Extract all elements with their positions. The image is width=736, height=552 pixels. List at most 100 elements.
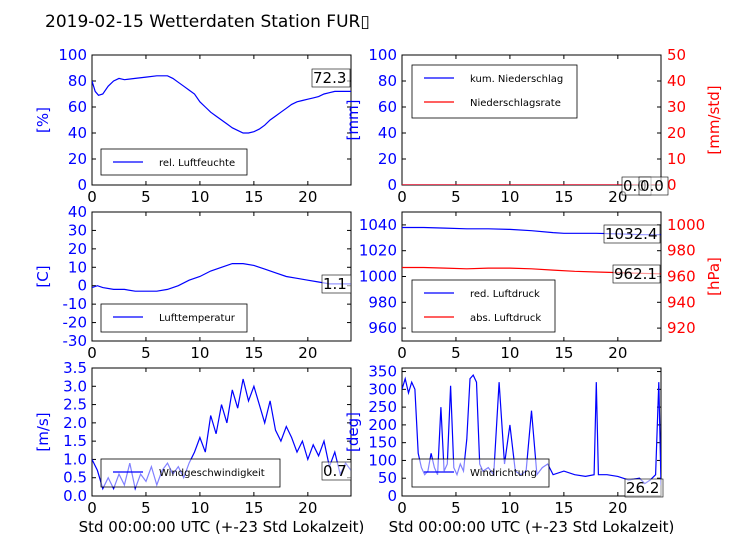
x-tick-label: 10 — [190, 344, 209, 362]
value-annotation: 1.1 — [323, 275, 347, 293]
x-axis-label: Std 00:00:00 UTC (+-23 Std Lokalzeit) — [389, 518, 675, 536]
legend-box — [100, 148, 248, 176]
y-tick-label: 0 — [77, 277, 87, 295]
x-tick-label: 5 — [141, 499, 151, 517]
value-annotation-box — [612, 264, 661, 284]
value-annotation: 72.3 — [313, 69, 346, 87]
y-tick-label: 3.5 — [63, 359, 87, 377]
y-tick-label: 2.5 — [63, 396, 87, 414]
y-tick-label: 300 — [368, 380, 397, 398]
y-tick-label: 200 — [368, 416, 397, 434]
y-tick-label: 20 — [68, 240, 87, 258]
y2-tick-label: 40 — [667, 72, 686, 90]
legend-entry: Windrichtung — [470, 468, 537, 479]
chart-windspeed: 0 5 10 15 20 0.00.51.01.52.02.53.03.5 [m/s] Std… — [34, 359, 364, 536]
y-tick-label: 20 — [68, 150, 87, 168]
series-line-windgeschwindigkeit — [92, 378, 351, 491]
y2-tick-label: 940 — [667, 293, 696, 311]
x-tick-label: 0 — [87, 499, 97, 517]
x-axis-label: Std 00:00:00 UTC (+-23 Std Lokalzeit) — [79, 518, 365, 536]
y-tick-label: -30 — [63, 332, 88, 350]
x-tick-label: 0 — [87, 188, 97, 206]
y-tick-label: 0 — [387, 487, 397, 505]
x-tick-label: 20 — [298, 344, 317, 362]
x-tick-label: 5 — [451, 344, 461, 362]
y-tick-label: 2.0 — [63, 414, 87, 432]
value-annotation: 0.7 — [323, 462, 347, 480]
y-tick-label: -10 — [63, 295, 88, 313]
y-axis-label: [%] — [34, 107, 52, 133]
y2-tick-label: 50 — [667, 46, 686, 64]
y-tick-label: 60 — [378, 98, 397, 116]
x-tick-label: 15 — [244, 344, 263, 362]
y-tick-label: 1000 — [359, 268, 397, 286]
x-tick-label: 10 — [190, 188, 209, 206]
x-tick-label: 10 — [190, 499, 209, 517]
x-tick-label: 15 — [554, 499, 573, 517]
chart-pressure: 0 5 10 15 20 960 980 1000 1020 1040 920 940 960 980 10… — [359, 211, 723, 362]
legend-box — [411, 458, 550, 488]
y2-tick-label: 1000 — [667, 216, 705, 234]
x-tick-label: 5 — [141, 344, 151, 362]
y-tick-label: 0 — [77, 176, 87, 194]
figure-title: 2019-02-15 Wetterdaten Station FUR▯ — [45, 12, 370, 32]
x-tick-label: 5 — [451, 499, 461, 517]
series-line-rel-luftfeuchte — [92, 75, 351, 134]
x-tick-label: 20 — [298, 188, 317, 206]
y2-tick-label: 30 — [667, 98, 686, 116]
y-tick-label: 100 — [58, 46, 87, 64]
value-annotation: 1032.4 — [605, 225, 658, 243]
x-tick-label: 20 — [608, 344, 627, 362]
y-axis-label: [deg] — [344, 412, 362, 452]
legend-box — [411, 279, 556, 333]
x-tick-label: 0 — [397, 499, 407, 517]
y-tick-label: 350 — [368, 363, 397, 381]
y-tick-label: 80 — [68, 72, 87, 90]
x-tick-label: 10 — [500, 188, 519, 206]
chart-humidity: 0 5 10 15 20 0 20 40 60 80 100 [%] rel. Luftfeuchte 7… — [34, 46, 352, 206]
x-tick-label: 10 — [500, 344, 519, 362]
value-annotation-box — [624, 478, 664, 498]
legend-box — [100, 303, 248, 333]
y-tick-label: 80 — [378, 72, 397, 90]
legend-entry: Windgeschwindigkeit — [159, 468, 265, 479]
y-tick-label: 100 — [368, 451, 397, 469]
x-tick-label: 5 — [451, 188, 461, 206]
x-tick-label: 15 — [244, 188, 263, 206]
y2-tick-label: 20 — [667, 124, 686, 142]
y-tick-label: 40 — [68, 124, 87, 142]
y2-axis-label: [mm/std] — [705, 85, 723, 154]
legend-box — [411, 64, 578, 119]
series-line-lufttemperatur — [92, 263, 351, 292]
legend-box — [100, 458, 281, 488]
y-tick-label: 1040 — [359, 216, 397, 234]
x-tick-label: 0 — [397, 188, 407, 206]
legend: red. Luftdruck abs. Luftdruck — [411, 279, 556, 333]
y-tick-label: 0 — [387, 176, 397, 194]
y2-tick-label: 10 — [667, 150, 686, 168]
legend-entry: abs. Luftdruck — [470, 313, 541, 324]
y-axis-label: [mm] — [344, 100, 362, 141]
value-annotation: 0.0 — [640, 177, 664, 195]
legend-entry: red. Luftdruck — [470, 289, 540, 300]
x-tick-label: 20 — [608, 499, 627, 517]
x-tick-label: 5 — [141, 188, 151, 206]
y-tick-label: 1.0 — [63, 450, 87, 468]
x-tick-label: 15 — [554, 344, 573, 362]
value-annotation-box — [321, 274, 352, 294]
y-tick-label: -20 — [63, 314, 88, 332]
legend: Windrichtung — [411, 458, 550, 488]
value-annotation-box — [321, 461, 352, 481]
value-annotation-box — [638, 176, 669, 196]
chart-temperature: 0 5 10 15 20-30-20-10010203040[C]Lufttempera… — [34, 203, 352, 362]
y-tick-label: 0.0 — [63, 487, 87, 505]
y-tick-label: 40 — [378, 124, 397, 142]
y-tick-label: 30 — [68, 221, 87, 239]
y-axis-label: [C] — [34, 265, 52, 287]
value-annotation-box — [603, 224, 661, 244]
y-axis-label: [m/s] — [34, 412, 52, 451]
y-tick-label: 100 — [368, 46, 397, 64]
value-annotation: 962.1 — [614, 265, 657, 283]
